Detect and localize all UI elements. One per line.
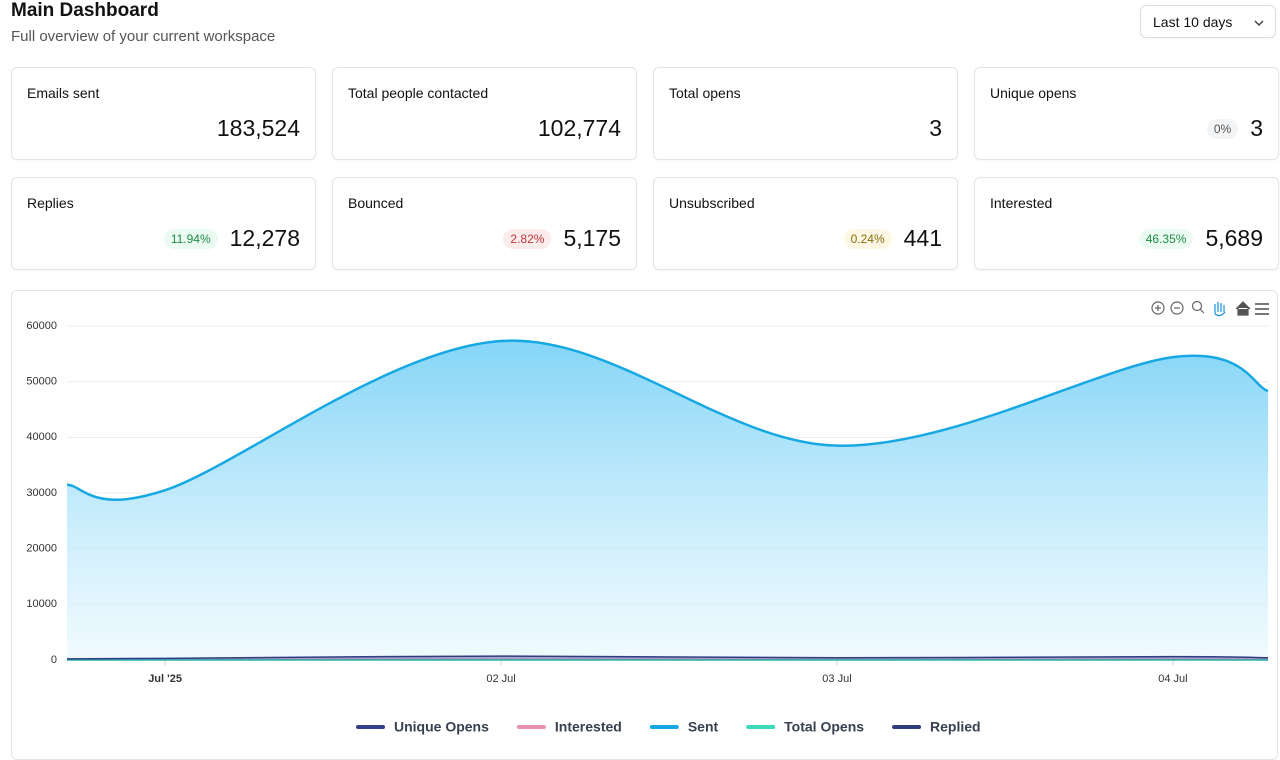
x-tick-label: Jul '25 xyxy=(148,673,182,685)
reset[interactable] xyxy=(1236,302,1250,315)
x-tick-label: 02 Jul xyxy=(486,673,515,685)
x-tick-label: 03 Jul xyxy=(822,673,851,685)
y-tick-label: 0 xyxy=(51,654,57,666)
legend-item: Interested xyxy=(519,719,622,735)
toolbar xyxy=(1152,302,1269,316)
legend-item: Replied xyxy=(894,719,981,735)
legend-label: Unique Opens xyxy=(394,719,489,735)
y-tick-label: 30000 xyxy=(26,487,57,499)
legend-item: Total Opens xyxy=(748,719,864,735)
legend-label: Interested xyxy=(555,719,622,735)
y-tick-label: 60000 xyxy=(26,320,57,332)
pan[interactable] xyxy=(1215,302,1225,316)
legend-label: Sent xyxy=(688,719,719,735)
y-tick-label: 20000 xyxy=(26,543,57,555)
y-tick-label: 40000 xyxy=(26,431,57,443)
x-tick-label: 04 Jul xyxy=(1158,673,1187,685)
legend-label: Replied xyxy=(930,719,981,735)
legend-label: Total Opens xyxy=(784,719,864,735)
menu[interactable] xyxy=(1255,304,1269,314)
y-tick-label: 50000 xyxy=(26,376,57,388)
y-tick-label: 10000 xyxy=(26,598,57,610)
legend-item: Unique Opens xyxy=(358,719,489,735)
legend-item: Sent xyxy=(652,719,719,735)
